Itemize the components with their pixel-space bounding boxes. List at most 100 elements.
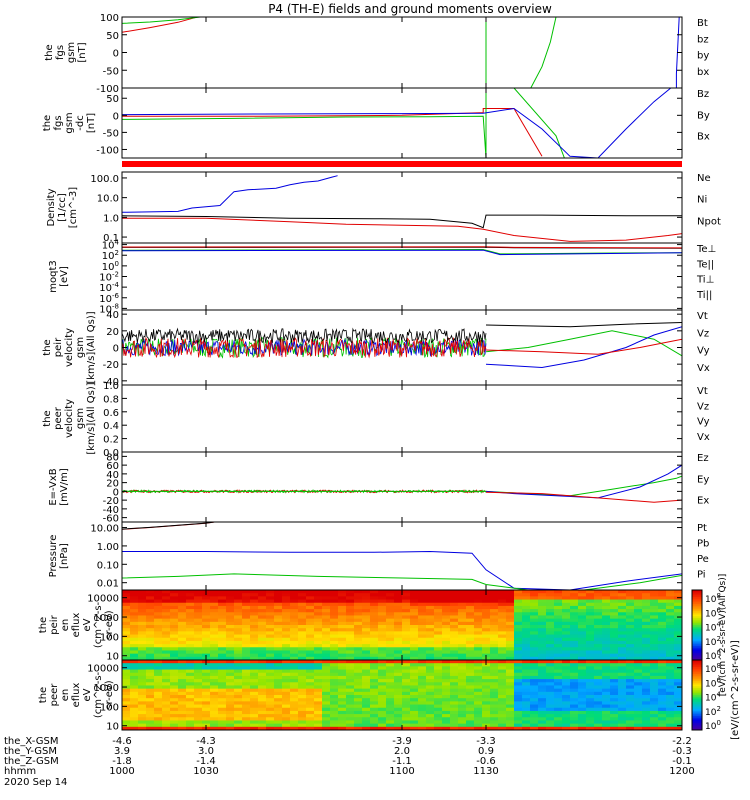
spectrogram-cell	[674, 666, 682, 671]
spectrogram-cell	[314, 701, 323, 706]
spectrogram-cell	[658, 691, 667, 696]
spectrogram-cell	[354, 723, 363, 728]
spectrogram-cell	[394, 628, 403, 632]
spectrogram-cell	[338, 640, 347, 645]
spectrogram-cell	[554, 679, 563, 683]
spectrogram-cell	[338, 621, 347, 626]
spectrogram-cell	[546, 691, 555, 696]
spectrogram-cell	[338, 625, 347, 629]
spectrogram-cell	[282, 625, 291, 629]
spectrogram-cell	[298, 688, 307, 693]
xtick-hhmm: 1200	[669, 766, 694, 777]
spectrogram-cell	[370, 707, 379, 712]
spectrogram-cell	[546, 647, 555, 652]
spectrogram-cell	[434, 698, 443, 702]
spectrogram-cell	[530, 698, 539, 702]
spectrogram-cell	[642, 596, 651, 601]
spectrogram-cell	[482, 701, 491, 706]
spectrogram-cell	[410, 675, 419, 680]
spectrogram-cell	[194, 714, 203, 718]
spectrogram-cell	[530, 660, 539, 664]
spectrogram-cell	[282, 672, 291, 677]
spectrogram-cell	[666, 688, 675, 693]
spectrogram-cell	[362, 669, 371, 674]
spectrogram-cell	[594, 672, 603, 677]
spectrogram-cell	[602, 628, 611, 632]
spectrogram-cell	[674, 640, 682, 645]
spectrogram-cell	[410, 714, 419, 718]
spectrogram-cell	[650, 602, 659, 607]
spectrogram-cell	[538, 590, 547, 594]
spectrogram-cell	[458, 663, 467, 667]
spectrogram-cell	[450, 726, 459, 730]
spectrogram-cell	[370, 621, 379, 626]
spectrogram-cell	[410, 590, 419, 594]
spectrogram-cell	[394, 710, 403, 715]
spectrogram-cell	[194, 625, 203, 629]
spectrogram-cell	[618, 720, 627, 725]
spectrogram-cell	[226, 618, 235, 623]
spectrogram-cell	[386, 605, 395, 610]
spectrogram-cell	[506, 710, 515, 715]
spectrogram-cell	[554, 650, 563, 655]
spectrogram-cell	[266, 596, 275, 601]
spectrogram-cell	[650, 663, 659, 667]
spectrogram-cell	[362, 660, 371, 664]
spectrogram-cell	[154, 720, 163, 725]
spectrogram-cell	[442, 710, 451, 715]
spectrogram-cell	[290, 621, 299, 626]
spectrogram-cell	[594, 666, 603, 671]
spectrogram-cell	[474, 701, 483, 706]
spectrogram-cell	[202, 637, 211, 642]
spectrogram-cell	[130, 695, 139, 699]
trace-Vz	[485, 338, 682, 355]
spectrogram-cell	[154, 647, 163, 652]
spectrogram-cell	[338, 720, 347, 725]
spectrogram-cell	[330, 698, 339, 702]
spectrogram-cell	[594, 628, 603, 632]
spectrogram-cell	[178, 723, 187, 728]
spectrogram-cell	[338, 663, 347, 667]
colorbar-cell	[692, 611, 702, 614]
spectrogram-cell	[410, 698, 419, 702]
spectrogram-cell	[298, 618, 307, 623]
spectrogram-cell	[370, 634, 379, 639]
spectrogram-cell	[306, 605, 315, 610]
spectrogram-cell	[210, 590, 219, 594]
spectrogram-cell	[162, 637, 171, 642]
spectrogram-cell	[378, 669, 387, 674]
panel-frame-pressure	[121, 521, 683, 591]
spectrogram-cell	[506, 609, 515, 613]
spectrogram-cell	[450, 618, 459, 623]
spectrogram-cell	[546, 644, 555, 648]
spectrogram-cell	[218, 723, 227, 728]
spectrogram-cell	[234, 660, 243, 664]
spectrogram-cell	[450, 615, 459, 620]
spectrogram-cell	[458, 615, 467, 620]
colorbar-cell	[692, 700, 702, 703]
spectrogram-cell	[514, 650, 523, 655]
spectrogram-cell	[626, 628, 635, 632]
spectrogram-cell	[306, 666, 315, 671]
spectrogram-cell	[202, 634, 211, 639]
spectrogram-cell	[410, 609, 419, 613]
trace-bx-late	[675, 17, 680, 88]
spectrogram-cell	[530, 590, 539, 594]
spectrogram-cell	[202, 698, 211, 702]
spectrogram-cell	[530, 666, 539, 671]
spectrogram-cell	[330, 707, 339, 712]
spectrogram-cell	[474, 625, 483, 629]
spectrogram-cell	[650, 660, 659, 664]
spectrogram-cell	[650, 701, 659, 706]
spectrogram-cell	[458, 704, 467, 709]
spectrogram-cell	[370, 710, 379, 715]
ylabel-line: the	[44, 44, 55, 60]
spectrogram-cell	[146, 644, 155, 648]
spectrogram-cell	[130, 660, 139, 664]
spectrogram-cell	[514, 695, 523, 699]
spectrogram-cell	[466, 656, 475, 660]
spectrogram-cell	[594, 726, 603, 730]
spectrogram-cell	[346, 625, 355, 629]
spectrogram-cell	[434, 656, 443, 660]
ytick-label: -40	[103, 505, 119, 516]
